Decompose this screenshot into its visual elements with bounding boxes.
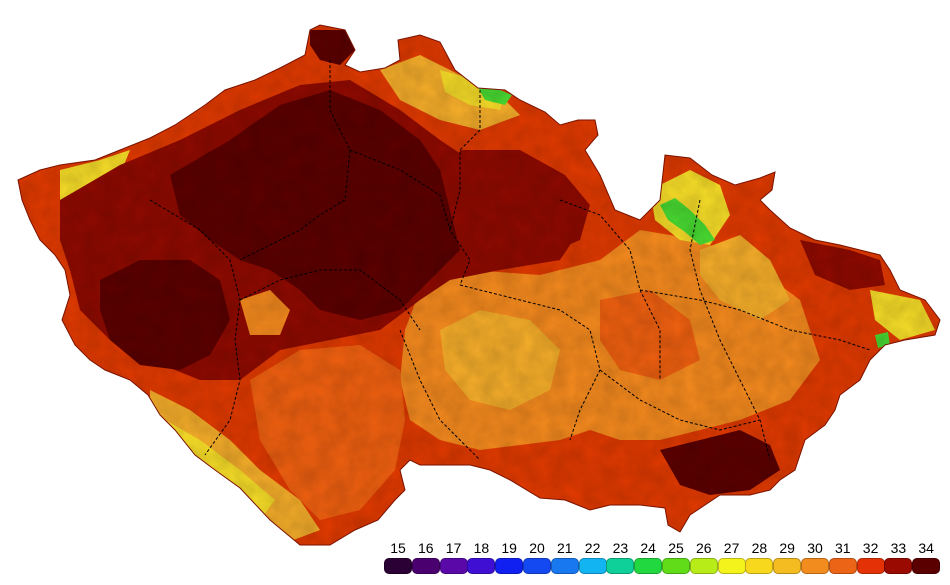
legend-label: 17: [445, 540, 462, 556]
legend-swatch: [856, 558, 885, 574]
region-border: [559, 199, 661, 380]
legend-item: 16: [411, 540, 440, 574]
legend-swatch: [689, 558, 718, 574]
region-border: [239, 60, 351, 261]
legend-item: 19: [495, 540, 524, 574]
legend-label: 19: [501, 540, 517, 556]
legend-swatch: [801, 558, 829, 574]
legend-item: 24: [634, 540, 663, 574]
region-borders: [149, 60, 871, 461]
legend-label: 22: [584, 540, 601, 556]
legend-label: 30: [807, 540, 823, 556]
legend-label: 18: [473, 540, 490, 556]
legend-item: 32: [856, 540, 885, 574]
legend-item: 31: [828, 540, 857, 574]
legend-swatch: [606, 558, 635, 574]
legend-swatch: [662, 558, 690, 574]
region-border: [149, 199, 241, 456]
legend-swatch: [495, 558, 524, 574]
legend-item: 18: [467, 540, 496, 574]
legend-label: 28: [751, 540, 768, 556]
legend-label: 16: [418, 540, 434, 556]
legend-label: 15: [390, 540, 406, 556]
legend-item: 21: [550, 540, 579, 574]
legend-item: 26: [689, 540, 718, 574]
legend-swatch: [411, 558, 440, 574]
legend-label: 33: [890, 540, 907, 556]
legend-swatch: [884, 558, 913, 574]
region-border: [639, 289, 871, 351]
legend-swatch: [717, 558, 746, 574]
region-border: [349, 149, 471, 286]
legend-item: 23: [606, 540, 635, 574]
legend-swatch: [828, 558, 857, 574]
legend-item: 17: [439, 540, 468, 574]
legend-swatch: [384, 558, 412, 574]
legend-item: 28: [745, 540, 774, 574]
legend-label: 29: [779, 540, 795, 556]
legend-swatch: [745, 558, 774, 574]
legend-swatch: [634, 558, 663, 574]
region-border: [399, 329, 481, 461]
region-border: [459, 284, 601, 441]
legend-label: 31: [835, 540, 851, 556]
legend-swatch: [578, 558, 607, 574]
legend-swatch: [773, 558, 802, 574]
legend-swatch: [912, 558, 941, 574]
legend-item: 20: [523, 540, 551, 574]
legend-swatch: [523, 558, 551, 574]
region-border: [239, 269, 421, 331]
legend-item: 34: [912, 540, 941, 574]
legend-label: 26: [696, 540, 712, 556]
legend-item: 27: [717, 540, 746, 574]
legend-item: 33: [884, 540, 913, 574]
legend-item: 30: [801, 540, 829, 574]
legend-item: 15: [384, 540, 412, 574]
legend-label: 23: [612, 540, 629, 556]
legend-swatch: [439, 558, 468, 574]
legend-label: 34: [918, 540, 934, 556]
legend-item: 29: [773, 540, 802, 574]
region-border: [449, 90, 481, 231]
legend-item: 22: [578, 540, 607, 574]
legend-label: 20: [529, 540, 545, 556]
legend-label: 21: [557, 540, 573, 556]
legend-label: 25: [668, 540, 684, 556]
legend-label: 32: [862, 540, 879, 556]
legend-label: 27: [723, 540, 740, 556]
legend-item: 25: [662, 540, 690, 574]
legend-swatch: [550, 558, 579, 574]
legend-swatch: [467, 558, 496, 574]
legend-label: 24: [640, 540, 656, 556]
